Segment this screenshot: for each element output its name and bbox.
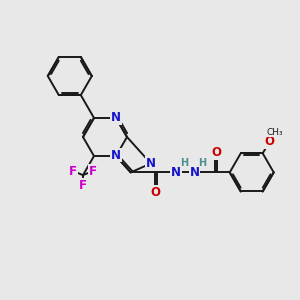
Text: O: O (150, 186, 160, 199)
Text: O: O (264, 135, 274, 148)
Text: N: N (111, 148, 121, 162)
Text: F: F (89, 165, 97, 178)
Text: H: H (199, 158, 207, 168)
Text: N: N (190, 166, 200, 179)
Text: CH₃: CH₃ (266, 128, 283, 137)
Text: O: O (212, 146, 221, 159)
Text: N: N (111, 111, 121, 124)
Text: F: F (79, 178, 87, 192)
Text: F: F (69, 165, 77, 178)
Text: N: N (171, 166, 181, 179)
Text: N: N (146, 157, 156, 170)
Text: H: H (180, 158, 188, 168)
